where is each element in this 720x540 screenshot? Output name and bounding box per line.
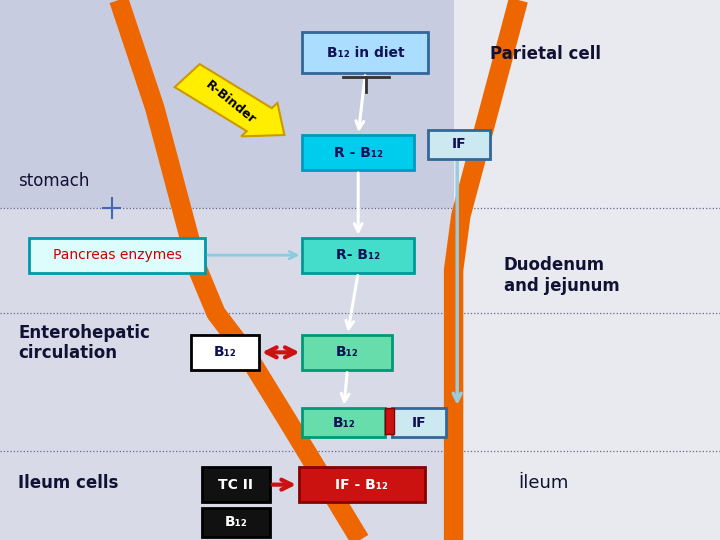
FancyBboxPatch shape (302, 238, 414, 273)
Text: B₁₂ in diet: B₁₂ in diet (327, 46, 404, 59)
Text: Duodenum
and jejunum: Duodenum and jejunum (504, 256, 620, 295)
FancyBboxPatch shape (202, 508, 270, 537)
Text: B₁₂: B₁₂ (336, 346, 359, 359)
Text: stomach: stomach (18, 172, 89, 190)
FancyBboxPatch shape (29, 238, 205, 273)
Bar (0, 0, 720, 208)
Text: IF - B₁₂: IF - B₁₂ (336, 478, 388, 491)
FancyArrow shape (175, 64, 284, 137)
Bar (454, 0, 720, 540)
FancyBboxPatch shape (428, 130, 490, 159)
Text: R - B₁₂: R - B₁₂ (333, 146, 383, 159)
Text: R-Binder: R-Binder (203, 78, 258, 126)
FancyBboxPatch shape (302, 408, 385, 437)
Text: R- B₁₂: R- B₁₂ (336, 248, 380, 262)
FancyBboxPatch shape (392, 408, 446, 437)
Text: Parietal cell: Parietal cell (490, 45, 600, 63)
Bar (385, 408, 394, 434)
FancyBboxPatch shape (191, 335, 259, 370)
FancyBboxPatch shape (302, 32, 428, 73)
FancyBboxPatch shape (299, 467, 425, 502)
Text: B₁₂: B₁₂ (214, 346, 236, 359)
FancyBboxPatch shape (202, 467, 270, 502)
Text: B₁₂: B₁₂ (225, 516, 247, 529)
Bar (0, 208, 720, 540)
Text: Enterohepatic
circulation: Enterohepatic circulation (18, 323, 150, 362)
Text: İleum: İleum (518, 474, 569, 492)
Text: TC II: TC II (218, 478, 253, 491)
Text: IF: IF (451, 138, 467, 151)
Text: B₁₂: B₁₂ (333, 416, 355, 429)
FancyBboxPatch shape (302, 135, 414, 170)
Text: Pancreas enzymes: Pancreas enzymes (53, 248, 181, 262)
FancyBboxPatch shape (302, 335, 392, 370)
Text: Ileum cells: Ileum cells (18, 474, 118, 492)
Text: IF: IF (412, 416, 427, 429)
